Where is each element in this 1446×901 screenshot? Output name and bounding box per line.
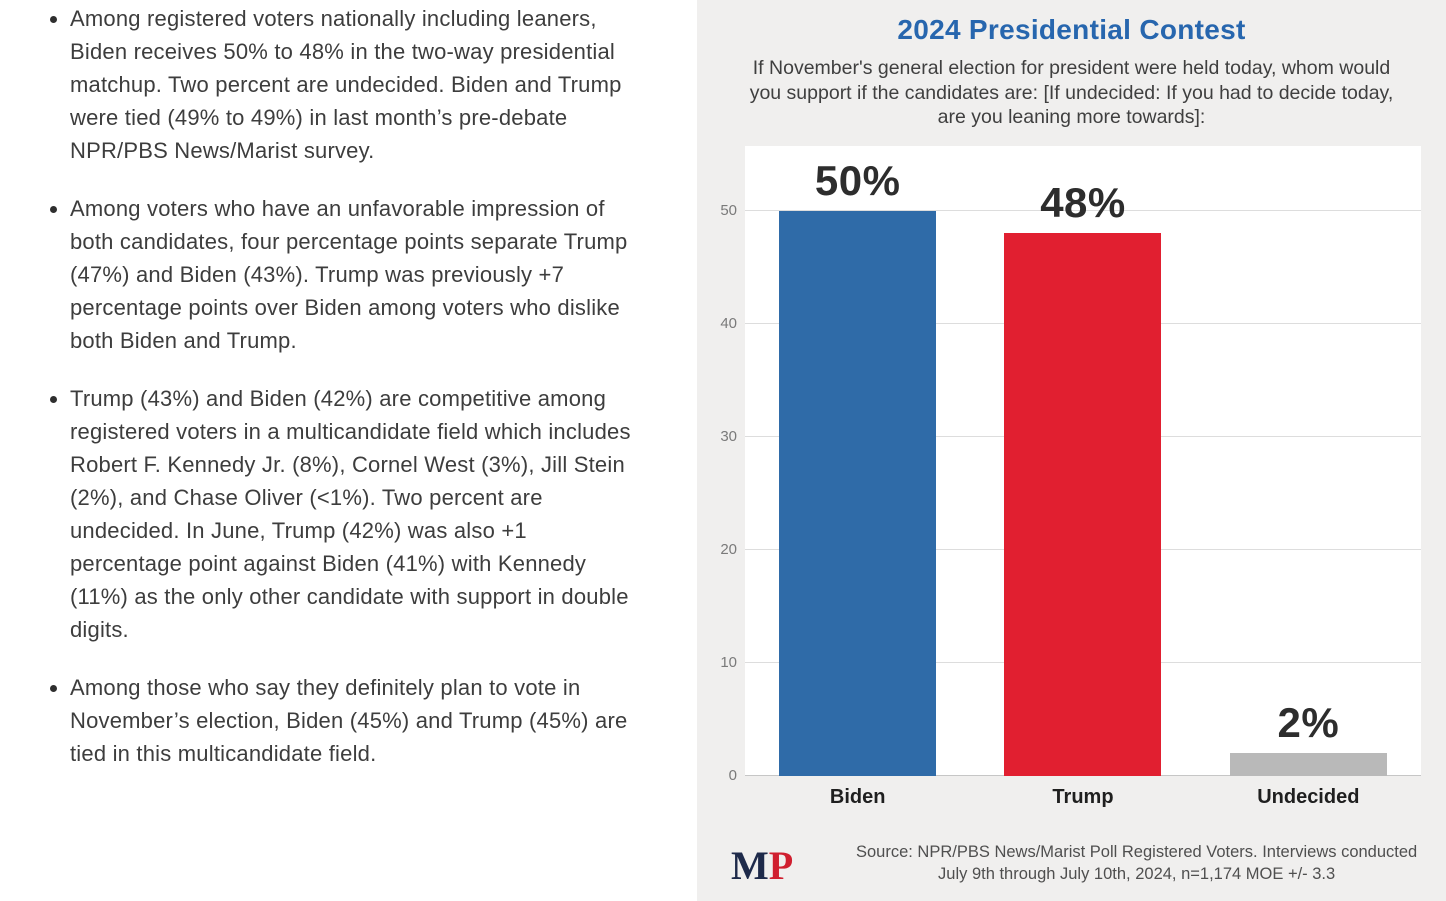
y-tick-label: 30	[720, 427, 737, 445]
bar-value-label: 48%	[1040, 179, 1126, 227]
chart-title: 2024 Presidential Contest	[897, 14, 1246, 45]
chart-panel: 2024 Presidential Contest If November's …	[697, 0, 1446, 901]
x-axis-label-undecided: Undecided	[1257, 785, 1360, 808]
chart-subtitle: If November's general election for presi…	[749, 57, 1394, 129]
y-tick-label: 0	[728, 766, 737, 784]
x-axis-label-trump: Trump	[1052, 785, 1114, 808]
gridline	[745, 209, 1421, 211]
bar-undecided	[1229, 753, 1387, 776]
bar-biden	[779, 210, 937, 776]
marist-poll-logo: MP	[731, 846, 793, 886]
y-tick-label: 40	[720, 314, 737, 332]
bar-value-label: 50%	[814, 156, 901, 204]
key-findings-list: Among registered voters nationally inclu…	[44, 2, 633, 770]
bar-chart: 50% 48% 2% 0 10 20 30 40 50 Biden Trump Undecided	[720, 145, 1421, 809]
x-axis: Biden Trump Undecided	[745, 786, 1421, 809]
logo-letter-p: P	[768, 843, 794, 888]
finding-item: Among voters who have an unfavorable imp…	[70, 192, 633, 357]
y-tick-label: 20	[720, 540, 737, 558]
finding-item: Among registered voters nationally inclu…	[70, 2, 633, 167]
key-findings-panel: Among registered voters nationally inclu…	[0, 0, 697, 901]
y-tick-label: 10	[720, 653, 737, 671]
logo-letter-m: M	[731, 843, 769, 888]
source-text: Source: NPR/PBS News/Marist Poll Registe…	[855, 842, 1418, 883]
bar-group-trump: 48%	[970, 146, 1195, 776]
finding-item: Trump (43%) and Biden (42%) are competit…	[70, 382, 633, 646]
bar-group-undecided: 2%	[1196, 146, 1421, 776]
bars: 50% 48% 2%	[745, 146, 1421, 776]
x-axis-label-biden: Biden	[829, 785, 886, 808]
chart-footer: MP Source: NPR/PBS News/Marist Poll Regi…	[697, 831, 1446, 901]
bar-value-label: 2%	[1277, 699, 1340, 747]
plot-area: 50% 48% 2% 0 10 20 30 40 50	[720, 145, 1421, 784]
y-tick-label: 50	[720, 201, 737, 219]
bar-group-biden: 50%	[745, 146, 970, 776]
finding-item: Among those who say they definitely plan…	[70, 671, 633, 770]
bar-trump	[1004, 233, 1162, 776]
